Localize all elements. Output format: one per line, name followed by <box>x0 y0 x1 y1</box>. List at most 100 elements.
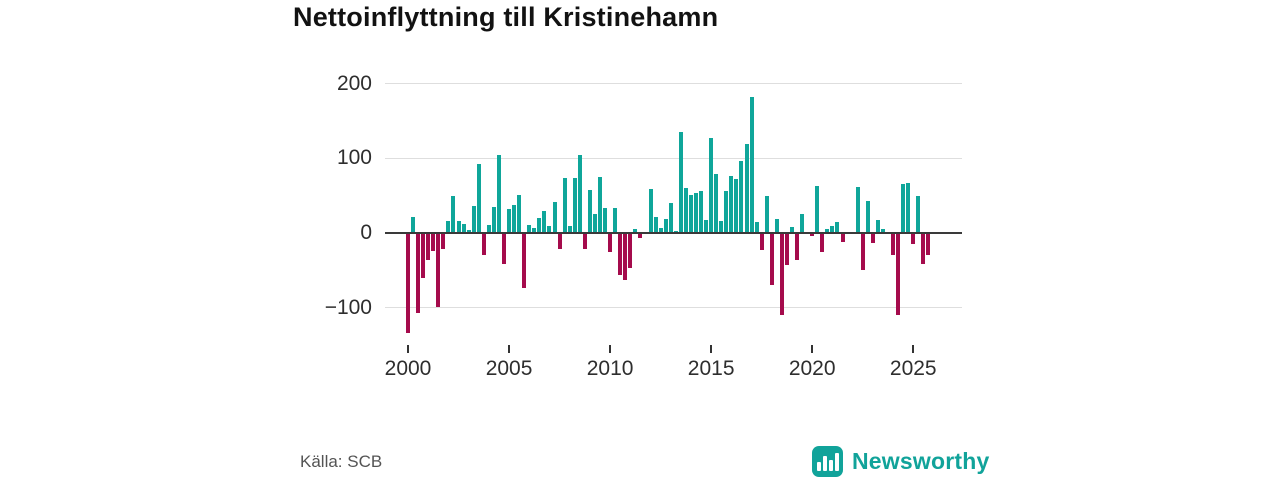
bar <box>789 227 794 233</box>
bar <box>891 233 896 255</box>
bar <box>810 233 815 236</box>
bar <box>870 233 875 243</box>
bar <box>699 191 704 233</box>
x-tick-label: 2010 <box>586 357 634 380</box>
x-tick-mark <box>710 345 713 353</box>
bar <box>860 233 865 271</box>
bar <box>512 204 517 233</box>
bar <box>613 207 618 233</box>
bar <box>779 233 784 315</box>
bar <box>678 131 683 233</box>
x-tick-mark <box>407 345 409 353</box>
bar <box>739 161 744 233</box>
x-tick-mark <box>609 345 612 353</box>
bar <box>451 196 456 233</box>
bar <box>587 189 592 233</box>
bar <box>759 233 764 251</box>
bar <box>461 224 466 233</box>
bar <box>693 192 698 233</box>
bar <box>567 226 572 233</box>
bar <box>820 233 825 252</box>
bar <box>628 233 633 269</box>
bar <box>532 227 537 233</box>
bar <box>800 214 805 233</box>
x-tick-mark <box>811 345 814 353</box>
bar <box>683 187 688 233</box>
bar <box>880 229 885 233</box>
bar <box>709 137 714 233</box>
bar <box>729 175 734 233</box>
bar <box>582 233 587 249</box>
x-tick-label: 2000 <box>384 357 432 380</box>
bar <box>441 233 446 249</box>
bar <box>921 233 926 264</box>
bar <box>926 233 931 255</box>
bar <box>896 233 901 315</box>
bar <box>663 218 668 233</box>
zero-axis-line <box>385 232 962 234</box>
bar <box>522 233 527 289</box>
bar <box>471 206 476 233</box>
y-tick-label: −100 <box>324 295 372 319</box>
bar <box>597 177 602 233</box>
bar <box>714 174 719 233</box>
bar <box>527 224 532 233</box>
bar <box>704 220 709 233</box>
bar <box>764 195 769 233</box>
bar <box>744 143 749 233</box>
bar <box>719 221 724 233</box>
bar <box>486 224 491 233</box>
bar <box>724 190 729 233</box>
bar <box>688 194 693 233</box>
x-tick-label: 2025 <box>889 357 937 380</box>
bar <box>784 233 789 266</box>
x-tick-mark <box>508 345 511 353</box>
bar <box>416 233 421 314</box>
newsworthy-wordmark: Newsworthy <box>852 447 990 474</box>
bar <box>668 203 673 233</box>
bar <box>406 233 410 333</box>
bar <box>547 225 552 233</box>
bar <box>517 194 522 233</box>
bar <box>901 183 906 233</box>
bar <box>906 183 911 233</box>
chart-title: Nettoinflyttning till Kristinehamn <box>293 2 719 32</box>
bar <box>436 233 441 307</box>
x-tick-mark <box>912 345 915 353</box>
bar <box>557 233 562 249</box>
bar <box>537 218 542 233</box>
bar <box>618 233 623 275</box>
bar <box>542 211 547 233</box>
bar <box>875 219 880 233</box>
y-tick-label: 0 <box>360 221 372 244</box>
bar <box>840 233 845 242</box>
bar <box>865 200 870 233</box>
bar <box>572 177 577 233</box>
bar <box>481 233 486 255</box>
bar <box>673 230 678 233</box>
bar <box>916 195 921 233</box>
bar <box>491 206 496 233</box>
bar <box>507 209 512 233</box>
bar <box>421 233 426 279</box>
bar <box>562 177 567 233</box>
bar <box>633 228 638 233</box>
bar-chart-logo-icon <box>812 445 843 477</box>
y-tick-label: 200 <box>336 71 372 95</box>
bar <box>769 233 774 286</box>
plot-area <box>385 75 962 353</box>
bar <box>411 216 416 233</box>
bar <box>476 163 481 233</box>
bar <box>911 233 916 245</box>
bar <box>795 233 800 260</box>
bar <box>603 208 608 233</box>
bar <box>623 233 628 280</box>
bar <box>638 233 643 239</box>
bar <box>835 221 840 233</box>
bar <box>496 154 501 233</box>
gridline <box>385 83 962 85</box>
bar <box>456 221 461 233</box>
bar <box>774 218 779 233</box>
bar <box>648 189 653 233</box>
